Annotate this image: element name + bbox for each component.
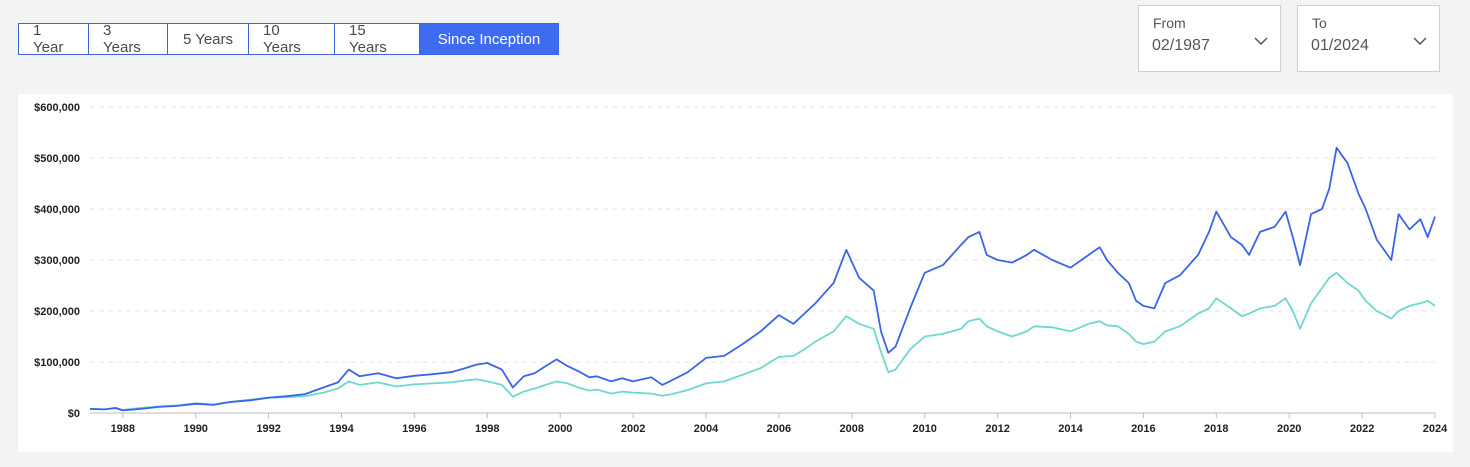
y-tick-label: $400,000 [34,204,80,216]
x-tick-label: 2000 [548,423,572,435]
from-value: 02/1987 [1152,37,1210,54]
x-tick-label: 1992 [256,423,280,435]
x-tick-label: 1998 [475,423,499,435]
from-date-select[interactable]: From 02/1987 [1138,5,1281,72]
x-tick-label: 2014 [1058,423,1083,435]
growth-line-chart: $0 $100,000 $200,000 $300,000 $400,000 $500,0… [34,102,1448,435]
chevron-down-icon [1413,37,1427,46]
range-tab-1-year[interactable]: 1 Year [19,22,89,56]
x-tick-label: 1988 [111,423,135,435]
to-date-select[interactable]: To 01/2024 [1297,5,1440,72]
range-tab-since-inception[interactable]: Since Inception [420,24,558,54]
chart-card: $0 $100,000 $200,000 $300,000 $400,000 $500,0… [18,94,1453,452]
x-tick-label: 2008 [840,423,864,435]
series-line-1 [89,146,1436,412]
from-label: From [1153,15,1186,31]
chevron-down-icon [1254,37,1268,46]
y-tick-label: $100,000 [34,357,80,369]
range-tab-15-years[interactable]: 15 Years [335,22,420,56]
x-tick-label: 2010 [912,423,936,435]
x-tick-label: 2002 [621,423,645,435]
to-label: To [1312,15,1327,31]
x-tick-label: 2016 [1131,423,1155,435]
y-tick-label: $600,000 [34,102,80,114]
range-tabs: 1 Year 3 Years 5 Years 10 Years 15 Years… [18,22,559,56]
x-tick-label: 2012 [985,423,1009,435]
x-tick-label: 2004 [694,423,719,435]
y-tick-label: $300,000 [34,255,80,267]
x-tick-label: 2024 [1423,423,1448,435]
y-tick-label: $0 [68,408,80,420]
series-line-2 [89,271,1436,411]
to-value: 01/2024 [1311,37,1369,54]
x-tick-label: 1990 [183,423,207,435]
range-tab-5-years[interactable]: 5 Years [168,24,249,54]
x-tick-label: 2006 [767,423,791,435]
x-tick-label: 2022 [1350,423,1374,435]
x-tick-label: 1996 [402,423,426,435]
range-tab-3-years[interactable]: 3 Years [89,22,168,56]
x-tick-label: 1994 [329,423,354,435]
y-tick-label: $200,000 [34,306,80,318]
y-tick-label: $500,000 [34,153,80,165]
x-tick-label: 2018 [1204,423,1228,435]
x-tick-label: 2020 [1277,423,1301,435]
range-tab-10-years[interactable]: 10 Years [249,22,335,56]
